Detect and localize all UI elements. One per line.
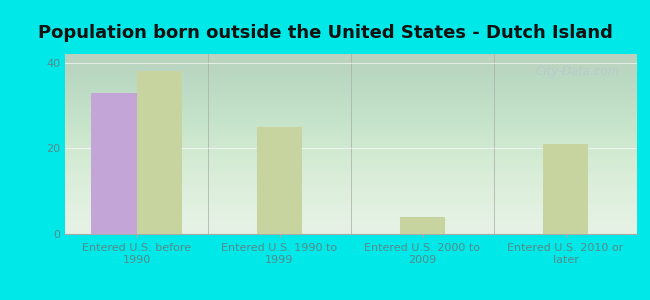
Bar xyxy=(543,144,588,234)
Bar xyxy=(136,71,182,234)
Bar xyxy=(257,127,302,234)
Text: City-Data.com: City-Data.com xyxy=(536,65,620,78)
Text: Population born outside the United States - Dutch Island: Population born outside the United State… xyxy=(38,24,612,42)
Bar xyxy=(91,93,136,234)
Bar xyxy=(400,217,445,234)
